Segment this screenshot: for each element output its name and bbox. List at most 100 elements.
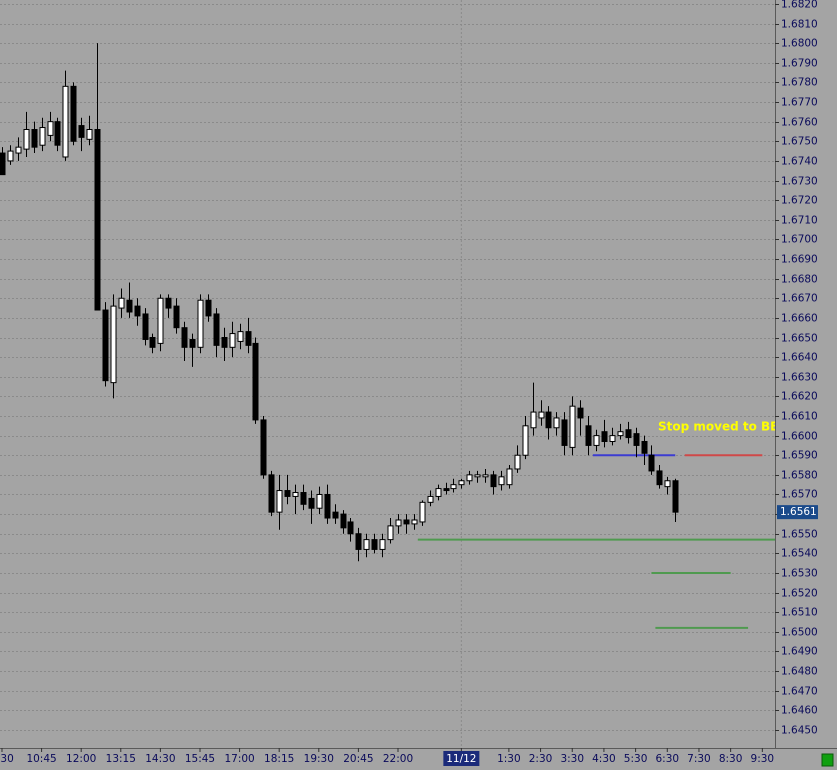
x-tick-label: 11/12 [446,753,476,765]
candle-body [237,331,244,342]
candle-body [0,152,6,176]
x-tick-label: 13:15 [106,753,136,765]
y-tick-label: 1.6670 [781,293,818,305]
candle-body [149,337,156,348]
y-tick-label: 1.6500 [781,627,818,639]
candle-body [347,521,354,535]
candle-body [23,129,30,150]
y-tick-label: 1.6600 [781,431,818,443]
y-tick-label: 1.6720 [781,195,818,207]
candle-body [435,488,442,497]
candle-body [569,405,576,448]
y-tick-label: 1.6780 [781,77,818,89]
grid-layer [0,0,775,748]
candle-body [561,419,568,446]
candle-body [363,539,370,550]
y-tick-label: 1.6590 [781,450,818,462]
y-tick-label: 1.6730 [781,176,818,188]
x-tick-label: 5:30 [624,753,648,765]
candle-body [482,474,489,478]
y-tick-label: 1.6570 [781,489,818,501]
candle-body [633,433,640,446]
candle-body [181,327,188,348]
y-tick-label: 1.6620 [781,391,818,403]
candle-body [332,511,339,519]
candle-body [672,480,679,513]
x-tick-label: 1:30 [497,753,521,765]
candle-body [62,85,69,158]
y-tick-label: 1.6510 [781,607,818,619]
x-tick-label: 4:30 [592,753,616,765]
candle-body [245,331,252,346]
y-tick-label: 1.6480 [781,666,818,678]
candle-body [474,474,481,478]
y-tick-label: 1.6770 [781,97,818,109]
candle-body [506,468,513,486]
candle-body [94,129,101,311]
candle-body [229,333,236,348]
candle-body [601,431,608,443]
candle-body [118,297,125,309]
candle-body [538,411,545,419]
y-tick-label: 1.6800 [781,38,818,50]
y-tick-label: 1.6450 [781,725,818,737]
candle-body [458,480,465,486]
x-tick-label: 10:45 [26,753,56,765]
candle-body [617,431,624,437]
last-price-box [777,505,818,520]
candle-body [522,425,529,456]
candle-body [15,146,22,154]
candle-body [284,490,291,497]
x-tick-label: 20:45 [343,753,373,765]
x-tick-label: 12:00 [66,753,96,765]
y-tick-label: 1.6700 [781,234,818,246]
y-tick-label: 1.6530 [781,568,818,580]
candle-body [110,305,117,384]
candle-body [625,429,632,439]
y-tick-label: 1.6520 [781,588,818,600]
candle-body [371,539,378,550]
candle-body [419,501,426,523]
x-tick-label: 15:45 [185,753,215,765]
candle-body [498,476,505,486]
y-tick-label: 1.6680 [781,274,818,286]
candle-body [585,425,592,446]
candle-body [450,484,457,490]
candle-body [641,441,648,454]
candle-body [165,297,172,309]
candle-body [577,407,584,419]
candle-body [300,492,307,505]
candle-body [466,474,473,482]
x-tick-label: 3:30 [560,753,584,765]
x-tick-label: 9:30 [751,753,775,765]
candle-body [54,121,61,146]
candle-body [126,299,133,313]
y-tick-label: 1.6640 [781,352,818,364]
candle-body [205,299,212,317]
y-axis-panel [775,0,837,748]
candle-body [545,411,552,429]
candle-body [427,495,434,503]
candle-body [656,470,663,486]
candle-body [411,519,418,525]
y-tick-label: 1.6550 [781,529,818,541]
y-tick-label: 1.6470 [781,686,818,698]
candle-body [530,411,537,429]
candle-body [78,125,85,138]
candle-body [340,513,347,529]
candle-body [47,121,54,136]
y-tick-label: 1.6630 [781,372,818,384]
x-tick-label: 9:30 [0,753,14,765]
x-tick-label: 22:00 [383,753,413,765]
candle-body [157,297,164,344]
candle-body [316,493,323,509]
x-tick-label: 2:30 [529,753,553,765]
candle-body [609,435,616,443]
y-tick-label: 1.6810 [781,19,818,31]
status-indicator [821,753,834,767]
y-tick-label: 1.6460 [781,705,818,717]
y-tick-label: 1.6820 [781,0,818,11]
